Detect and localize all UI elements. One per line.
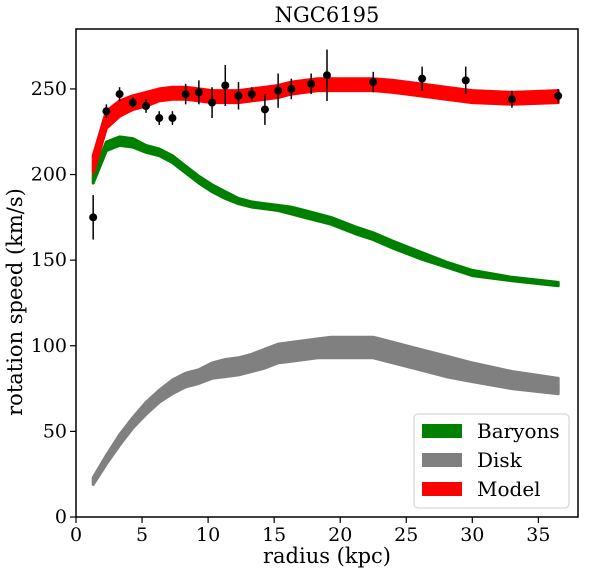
data-marker	[287, 84, 296, 93]
data-point	[307, 73, 316, 95]
data-marker	[208, 98, 217, 107]
x-tick-label: 0	[70, 524, 82, 546]
data-point	[181, 83, 190, 105]
plot-frame	[75, 28, 579, 518]
data-point	[418, 66, 427, 91]
data-marker	[115, 90, 124, 99]
legend-label: Model	[477, 477, 541, 501]
band-baryons	[91, 135, 560, 288]
legend-item-baryons: Baryons	[422, 419, 560, 443]
data-point	[554, 88, 563, 103]
data-marker	[369, 78, 378, 87]
data-marker	[194, 88, 203, 97]
data-point	[142, 99, 151, 113]
plot-area	[89, 49, 563, 486]
data-point	[115, 87, 124, 101]
data-point	[128, 97, 137, 108]
y-tick-label: 200	[31, 164, 67, 186]
data-marker	[507, 95, 516, 104]
data-point	[221, 64, 230, 107]
legend-swatch	[422, 482, 462, 496]
band-disk	[91, 335, 560, 486]
data-point	[155, 111, 164, 125]
legend-item-model: Model	[422, 477, 541, 501]
legend-label: Baryons	[477, 419, 560, 443]
x-tick-label: 25	[394, 524, 418, 546]
legend-label: Disk	[477, 448, 523, 472]
axes: 0 5 10 15 20 25 30 35 0 50 100 150 200 250	[31, 28, 579, 546]
data-marker	[168, 114, 177, 123]
data-point	[102, 104, 111, 119]
data-marker	[323, 71, 331, 80]
x-tick-label: 10	[196, 524, 220, 546]
data-point	[461, 66, 470, 95]
data-marker	[142, 102, 151, 111]
data-marker	[247, 90, 256, 99]
chart-title: NGC6195	[275, 3, 380, 27]
data-point	[234, 82, 243, 110]
data-point	[369, 71, 378, 93]
data-point	[168, 111, 177, 125]
data-point	[247, 87, 256, 101]
data-marker	[260, 105, 269, 114]
x-tick-label: 20	[328, 524, 352, 546]
data-point	[507, 90, 516, 108]
data-marker	[418, 74, 427, 83]
data-point	[287, 78, 296, 100]
x-tick-label: 15	[262, 524, 286, 546]
data-marker	[307, 79, 316, 88]
data-marker	[554, 91, 563, 100]
data-marker	[461, 76, 470, 85]
data-point	[260, 94, 269, 125]
y-tick-label: 100	[31, 335, 67, 357]
x-tick-label: 35	[526, 524, 550, 546]
legend-swatch	[422, 453, 462, 467]
data-point	[89, 195, 98, 240]
legend-item-disk: Disk	[422, 448, 523, 472]
y-tick-label: 0	[55, 506, 67, 528]
y-tick-label: 150	[31, 249, 67, 271]
data-point	[208, 87, 217, 119]
x-axis-label: radius (kpc)	[263, 544, 391, 568]
x-tick-label: 5	[136, 524, 148, 546]
x-tick-label: 30	[460, 524, 484, 546]
data-point	[323, 49, 331, 101]
legend-swatch	[422, 424, 462, 438]
legend: Baryons Disk Model	[413, 413, 570, 509]
data-marker	[89, 213, 98, 222]
data-marker	[181, 90, 190, 99]
data-point	[274, 73, 283, 108]
data-marker	[155, 114, 164, 123]
y-axis-label: rotation speed (km/s)	[3, 188, 27, 416]
data-marker	[274, 86, 283, 95]
data-marker	[234, 91, 243, 100]
data-marker	[102, 107, 111, 116]
data-point	[194, 80, 203, 105]
data-marker	[221, 81, 230, 90]
y-tick-label: 250	[31, 78, 67, 100]
y-tick-label: 50	[43, 420, 67, 442]
data-marker	[128, 98, 137, 107]
